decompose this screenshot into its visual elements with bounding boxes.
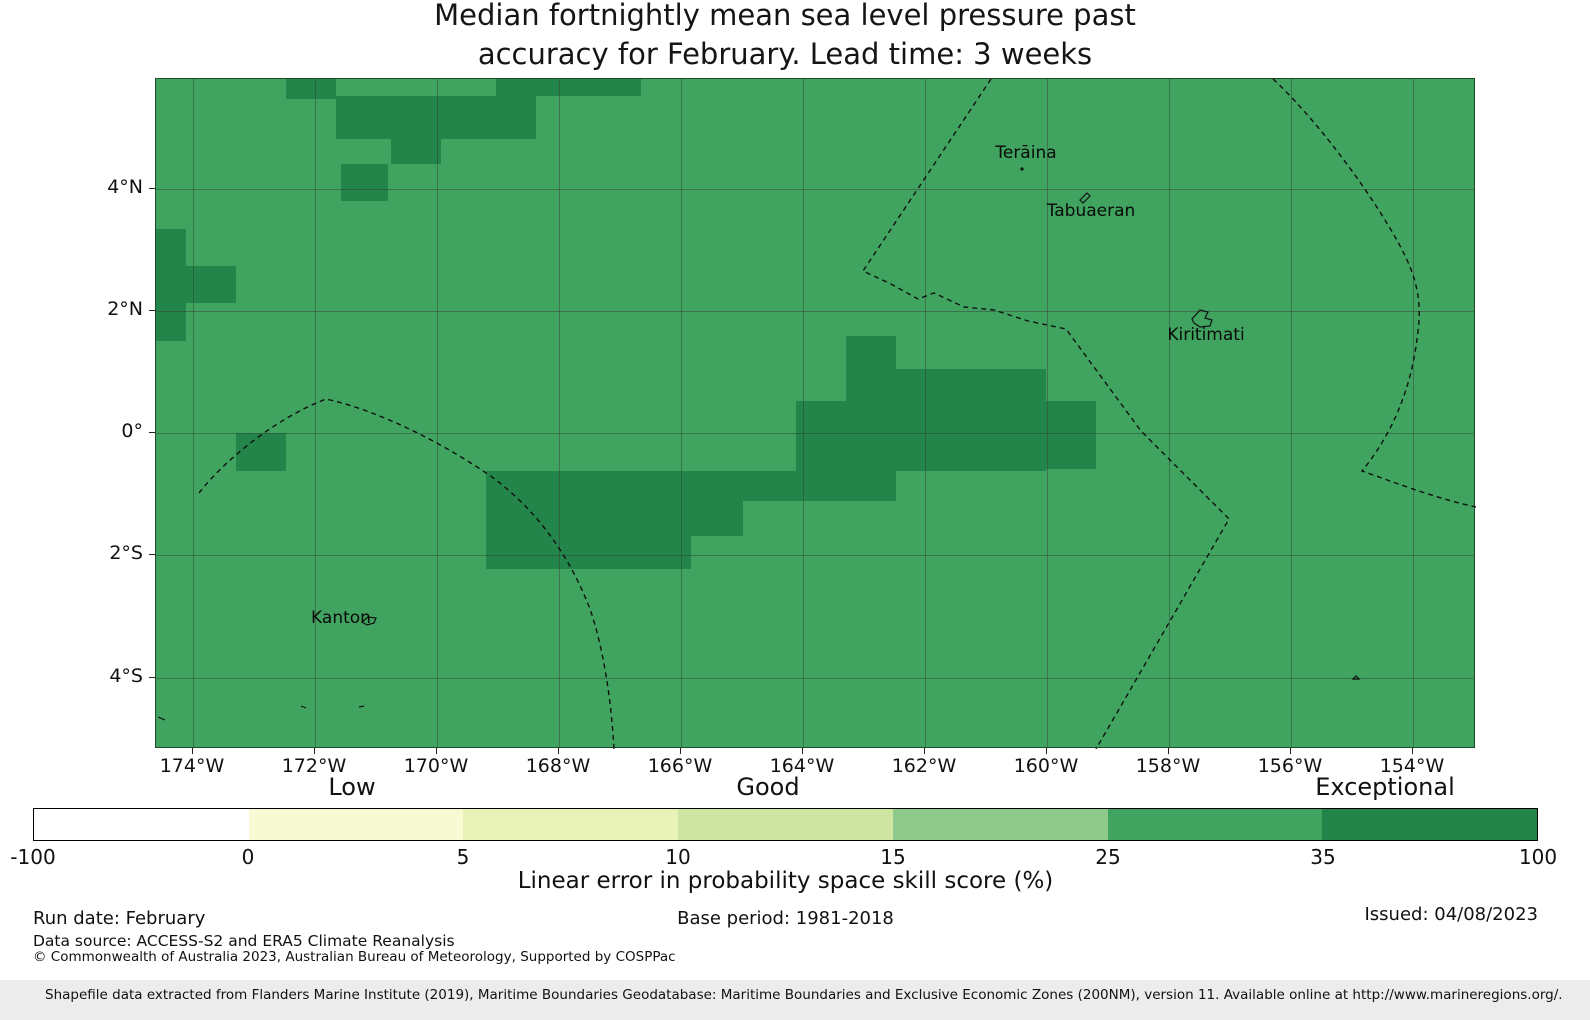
meridian-gridline xyxy=(1413,79,1414,747)
island-label: Tabuaeran xyxy=(1046,201,1136,221)
meridian-gridline xyxy=(1047,79,1048,747)
x-axis-tick xyxy=(192,748,193,754)
base-period-text: Base period: 1981-2018 xyxy=(677,908,894,929)
data-source-text: Data source: ACCESS-S2 and ERA5 Climate … xyxy=(33,932,455,950)
colorbar-segment xyxy=(892,809,1108,840)
meridian-gridline xyxy=(559,79,560,747)
island-label: Kanton xyxy=(311,608,371,628)
skill-category-label: Low xyxy=(328,773,376,801)
x-axis-tick xyxy=(680,748,681,754)
high-skill-cell xyxy=(186,266,236,303)
x-axis-tick xyxy=(1046,748,1047,754)
colorbar-tick-label: 5 xyxy=(456,845,470,869)
colorbar-tick-label: 100 xyxy=(1518,845,1558,869)
x-axis-tick xyxy=(436,748,437,754)
copyright-text: © Commonwealth of Australia 2023, Austra… xyxy=(33,949,676,965)
skill-category-label: Good xyxy=(736,773,800,801)
colorbar-axis-label: Linear error in probability space skill … xyxy=(517,868,1054,894)
colorbar-segment xyxy=(463,809,679,840)
x-axis-tick xyxy=(802,748,803,754)
shapefile-attribution-band: Shapefile data extracted from Flanders M… xyxy=(0,980,1590,1020)
x-axis-tick xyxy=(924,748,925,754)
issued-date-text: Issued: 04/08/2023 xyxy=(1364,904,1538,925)
title-line-2: accuracy for February. Lead time: 3 week… xyxy=(477,37,1093,71)
parallel-gridline xyxy=(156,555,1474,556)
x-tick-label: 174°W xyxy=(159,755,225,777)
y-tick-label: 2°S xyxy=(109,542,143,564)
x-axis-tick xyxy=(1412,748,1413,754)
meridian-gridline xyxy=(925,79,926,747)
x-tick-label: 158°W xyxy=(1135,755,1201,777)
x-axis-tick xyxy=(1290,748,1291,754)
high-skill-cell xyxy=(336,96,536,139)
x-axis-tick xyxy=(558,748,559,754)
y-axis-tick xyxy=(149,188,155,189)
colorbar-segment xyxy=(248,809,464,840)
meridian-gridline xyxy=(803,79,804,747)
parallel-gridline xyxy=(156,433,1474,434)
x-tick-label: 166°W xyxy=(647,755,713,777)
x-tick-label: 168°W xyxy=(525,755,591,777)
shapefile-attribution-text: Shapefile data extracted from Flanders M… xyxy=(45,987,1563,1003)
colorbar-tick-label: 25 xyxy=(1095,845,1121,869)
y-axis-tick xyxy=(149,677,155,678)
meridian-gridline xyxy=(1169,79,1170,747)
colorbar-segment xyxy=(1107,809,1323,840)
figure-title: Median fortnightly mean sea level pressu… xyxy=(125,0,1445,74)
x-tick-label: 154°W xyxy=(1379,755,1445,777)
y-tick-label: 4°S xyxy=(109,665,143,687)
high-skill-cell xyxy=(156,229,186,341)
colorbar-segment xyxy=(1322,809,1538,840)
y-tick-label: 2°N xyxy=(107,298,143,320)
high-skill-cell xyxy=(341,164,388,201)
island-label: Kiritimati xyxy=(1167,325,1245,345)
meridian-gridline xyxy=(193,79,194,747)
colorbar-tick-label: -100 xyxy=(10,845,56,869)
colorbar-tick-label: 15 xyxy=(880,845,906,869)
meridian-gridline xyxy=(437,79,438,747)
y-axis-tick xyxy=(149,310,155,311)
title-line-1: Median fortnightly mean sea level pressu… xyxy=(434,0,1136,32)
skill-category-label: Exceptional xyxy=(1315,773,1455,801)
y-axis-tick xyxy=(149,554,155,555)
high-skill-cell xyxy=(496,79,641,96)
colorbar-tick-label: 35 xyxy=(1310,845,1336,869)
parallel-gridline xyxy=(156,311,1474,312)
run-date-text: Run date: February xyxy=(33,908,206,929)
high-skill-cell xyxy=(391,139,441,164)
map-panel: Terāina Tabuaeran Kiritimati Kanton xyxy=(155,78,1476,749)
colorbar-segment xyxy=(678,809,893,840)
x-axis-tick xyxy=(1168,748,1169,754)
colorbar xyxy=(33,808,1538,841)
high-skill-cell xyxy=(286,79,336,99)
x-tick-label: 162°W xyxy=(891,755,957,777)
high-skill-cell xyxy=(691,471,743,536)
y-axis-tick xyxy=(149,432,155,433)
meridian-gridline xyxy=(315,79,316,747)
x-tick-label: 172°W xyxy=(281,755,347,777)
x-axis-tick xyxy=(314,748,315,754)
colorbar-tick-label: 0 xyxy=(241,845,255,869)
x-tick-label: 156°W xyxy=(1257,755,1323,777)
meridian-gridline xyxy=(681,79,682,747)
y-tick-label: 4°N xyxy=(107,176,143,198)
x-tick-label: 160°W xyxy=(1013,755,1079,777)
parallel-gridline xyxy=(156,678,1474,679)
x-tick-label: 164°W xyxy=(769,755,835,777)
graticule-layer xyxy=(156,79,1474,747)
colorbar-tick-label: 10 xyxy=(665,845,691,869)
island-label: Terāina xyxy=(995,143,1057,163)
meridian-gridline xyxy=(1291,79,1292,747)
parallel-gridline xyxy=(156,189,1474,190)
colorbar-segment xyxy=(34,809,249,840)
x-tick-label: 170°W xyxy=(403,755,469,777)
y-tick-label: 0° xyxy=(121,420,143,442)
